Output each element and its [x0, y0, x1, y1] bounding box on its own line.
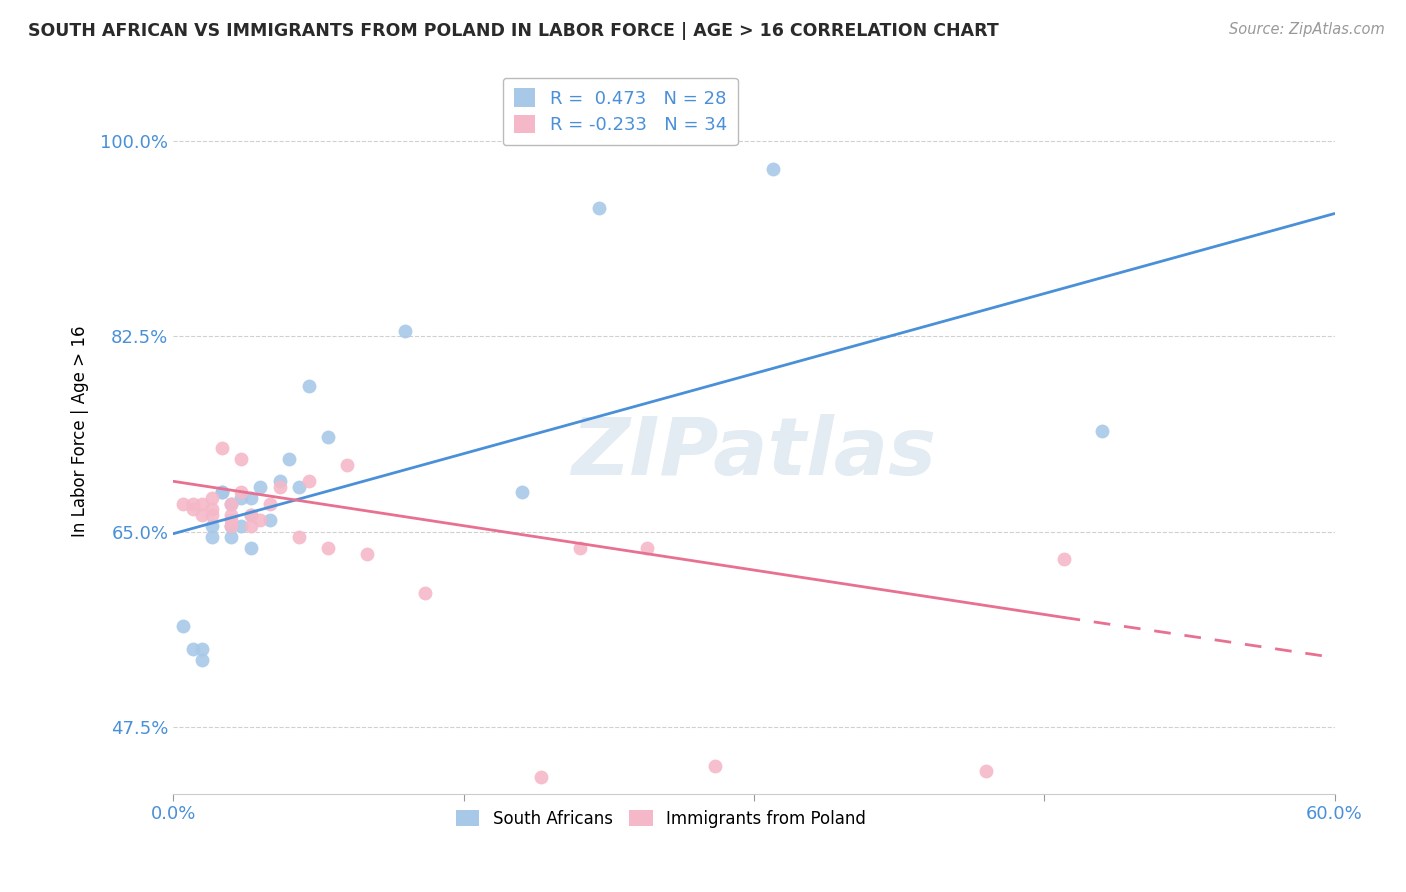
Point [269, 475, 291, 489]
Point [219, 519, 242, 533]
Point [298, 475, 321, 489]
Point [1091, 424, 1114, 438]
Point [201, 508, 224, 522]
Point [510, 485, 533, 500]
Point [181, 641, 204, 656]
Point [191, 497, 214, 511]
Y-axis label: In Labor Force | Age > 16: In Labor Force | Age > 16 [72, 326, 89, 537]
Point [704, 759, 727, 773]
Point [181, 502, 204, 516]
Point [219, 497, 242, 511]
Point [201, 519, 224, 533]
Point [219, 530, 242, 544]
Point [191, 653, 214, 667]
Point [239, 491, 262, 505]
Point [269, 480, 291, 494]
Point [278, 452, 301, 467]
Text: SOUTH AFRICAN VS IMMIGRANTS FROM POLAND IN LABOR FORCE | AGE > 16 CORRELATION CH: SOUTH AFRICAN VS IMMIGRANTS FROM POLAND … [28, 22, 998, 40]
Point [356, 547, 378, 561]
Point [172, 497, 194, 511]
Point [201, 491, 224, 505]
Point [336, 458, 359, 472]
Text: Source: ZipAtlas.com: Source: ZipAtlas.com [1229, 22, 1385, 37]
Point [288, 480, 311, 494]
Point [394, 324, 416, 338]
Point [249, 513, 271, 527]
Point [219, 513, 242, 527]
Point [181, 497, 204, 511]
Point [211, 485, 233, 500]
Point [617, 831, 640, 846]
Point [568, 541, 591, 556]
Point [229, 452, 252, 467]
Point [229, 485, 252, 500]
Point [219, 519, 242, 533]
Point [316, 541, 339, 556]
Point [211, 441, 233, 455]
Point [316, 430, 339, 444]
Point [201, 530, 224, 544]
Point [201, 502, 224, 516]
Point [229, 519, 252, 533]
Point [636, 541, 658, 556]
Point [249, 480, 271, 494]
Point [259, 497, 281, 511]
Point [229, 491, 252, 505]
Point [219, 497, 242, 511]
Point [239, 508, 262, 522]
Point [413, 586, 436, 600]
Point [211, 485, 233, 500]
Text: ZIPatlas: ZIPatlas [571, 414, 936, 491]
Point [219, 508, 242, 522]
Point [742, 831, 765, 846]
Point [172, 619, 194, 633]
Point [974, 764, 997, 779]
Point [239, 508, 262, 522]
Point [239, 541, 262, 556]
Point [259, 513, 281, 527]
Point [288, 530, 311, 544]
Point [298, 379, 321, 393]
Legend: R =  0.473   N = 28, R = -0.233   N = 34: R = 0.473 N = 28, R = -0.233 N = 34 [503, 78, 738, 145]
Point [588, 201, 610, 215]
Point [1052, 552, 1074, 566]
Point [762, 161, 785, 176]
Point [239, 519, 262, 533]
Point [530, 770, 553, 784]
Point [191, 641, 214, 656]
Point [191, 508, 214, 522]
